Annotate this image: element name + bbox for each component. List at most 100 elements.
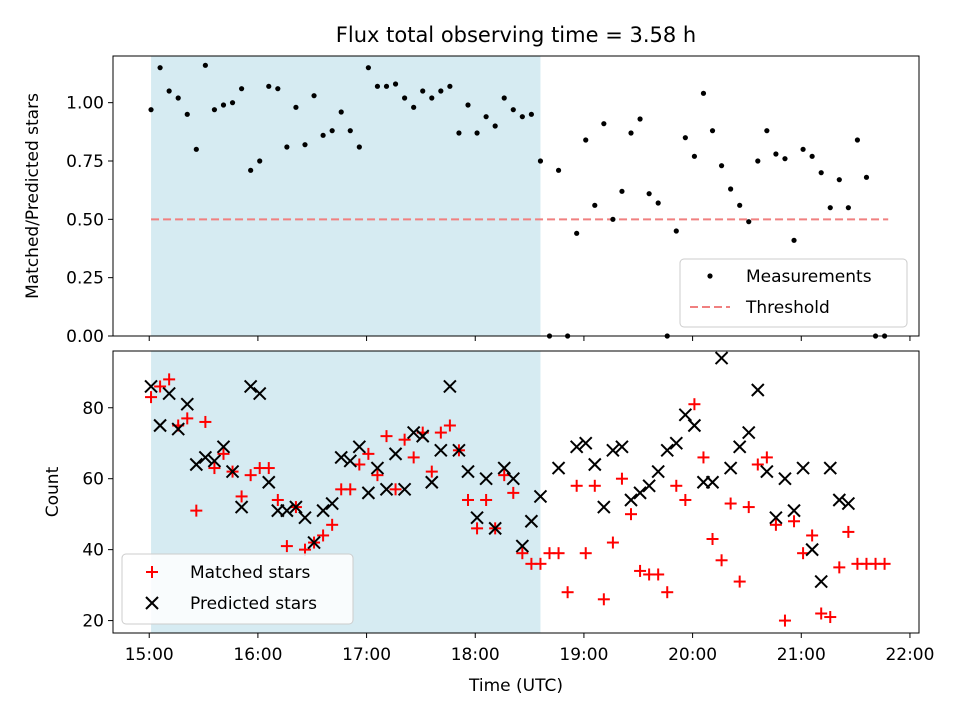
xtick-label-0: 15:00 bbox=[125, 645, 174, 665]
matched-point bbox=[806, 529, 819, 542]
predicted-point bbox=[669, 436, 684, 450]
predicted-point bbox=[624, 493, 638, 507]
predicted-point bbox=[823, 461, 837, 475]
matched-point bbox=[778, 614, 791, 627]
matched-point bbox=[715, 554, 728, 567]
matched-point bbox=[797, 547, 810, 560]
matched-point bbox=[443, 419, 456, 432]
measurement-point bbox=[755, 158, 761, 164]
matched-point bbox=[280, 540, 293, 553]
measurement-points bbox=[148, 62, 888, 339]
matched-point bbox=[679, 493, 692, 506]
xtick-label-6: 21:00 bbox=[777, 645, 826, 665]
top-ytick-label-4: 1.00 bbox=[66, 94, 104, 114]
matched-point bbox=[769, 518, 782, 531]
measurement-point bbox=[411, 104, 417, 110]
predicted-point bbox=[243, 379, 258, 394]
measurement-point bbox=[655, 200, 661, 206]
measurement-point bbox=[537, 158, 544, 164]
matched-point bbox=[199, 415, 212, 428]
predicted-point bbox=[805, 542, 819, 557]
matched-point bbox=[145, 391, 158, 404]
measurement-point bbox=[519, 114, 525, 120]
bot-ytick-label-2: 60 bbox=[82, 470, 104, 490]
matched-point bbox=[670, 479, 683, 492]
matched-point bbox=[244, 469, 257, 482]
bottom-x-ticks: 15:00 16:00 17:00 18:00 19:00 20:00 21:00 22:00 bbox=[125, 633, 934, 665]
predicted-point bbox=[660, 443, 674, 458]
predicted-point bbox=[370, 461, 385, 475]
measurement-point bbox=[809, 153, 815, 159]
predicted-point bbox=[678, 408, 693, 422]
predicted-point bbox=[325, 496, 339, 511]
matched-point bbox=[317, 529, 330, 542]
measurement-point bbox=[728, 186, 734, 192]
measurement-point bbox=[691, 153, 698, 159]
measurement-point bbox=[818, 170, 824, 176]
measurement-point bbox=[646, 191, 652, 197]
measurement-point bbox=[592, 202, 598, 208]
measurement-point bbox=[320, 132, 326, 138]
predicted-point bbox=[651, 464, 665, 479]
predicted-point bbox=[569, 440, 584, 454]
measurement-point bbox=[383, 83, 390, 89]
predicted-point bbox=[262, 475, 276, 489]
matched-point bbox=[552, 547, 565, 560]
predicted-point bbox=[153, 418, 167, 433]
predicted-point bbox=[434, 443, 448, 458]
measurement-point bbox=[845, 205, 851, 211]
matched-point bbox=[742, 501, 755, 514]
predicted-point bbox=[470, 511, 484, 525]
matched-point bbox=[878, 557, 891, 570]
predicted-point bbox=[406, 425, 421, 440]
xtick-label-4: 19:00 bbox=[559, 645, 608, 665]
matched-point bbox=[362, 447, 375, 460]
measurement-point bbox=[402, 95, 408, 101]
predicted-point bbox=[207, 454, 222, 468]
measurement-point bbox=[374, 83, 381, 89]
predicted-point bbox=[425, 475, 439, 489]
measurement-point bbox=[456, 130, 462, 136]
predicted-point bbox=[479, 471, 493, 486]
matched-point bbox=[425, 465, 438, 478]
bottom-ylabel: Count bbox=[43, 466, 63, 517]
predicted-point bbox=[379, 482, 394, 497]
measurement-point bbox=[447, 83, 453, 89]
predicted-point bbox=[452, 443, 466, 458]
measurement-point bbox=[619, 188, 625, 194]
measurement-point bbox=[682, 135, 688, 141]
matched-point bbox=[380, 430, 393, 443]
bottom-axes-frame bbox=[112, 350, 920, 634]
measurement-point bbox=[528, 111, 534, 117]
top-legend-box bbox=[679, 258, 908, 328]
predicted-point bbox=[171, 422, 185, 436]
measurement-point bbox=[420, 88, 426, 94]
measurement-point bbox=[709, 128, 716, 134]
matched-point bbox=[579, 547, 592, 560]
xtick-label-7: 22:00 bbox=[885, 645, 934, 665]
predicted-point bbox=[588, 457, 602, 472]
matched-point bbox=[208, 462, 221, 475]
predicted-point bbox=[388, 447, 403, 461]
predicted-point bbox=[225, 464, 240, 479]
bot-ytick-label-1: 40 bbox=[82, 541, 104, 561]
measurement-point bbox=[574, 230, 580, 236]
measurement-point bbox=[193, 146, 199, 152]
matched-point bbox=[661, 586, 674, 599]
measurement-point bbox=[637, 116, 643, 122]
measurement-point bbox=[356, 144, 362, 150]
bottom-legend: Matched stars Predicted stars bbox=[121, 553, 354, 625]
matched-point bbox=[724, 497, 737, 510]
measurement-point bbox=[266, 83, 272, 89]
matched-point bbox=[751, 458, 764, 471]
measurement-point bbox=[510, 107, 516, 113]
measurement-point bbox=[257, 158, 263, 164]
predicted-point bbox=[443, 379, 457, 394]
predicted-point bbox=[714, 351, 729, 365]
predicted-point bbox=[506, 471, 520, 486]
matched-point bbox=[271, 493, 284, 506]
predicted-point bbox=[841, 496, 856, 511]
measurement-point bbox=[338, 109, 344, 115]
matched-point bbox=[389, 483, 402, 496]
predicted-point bbox=[397, 482, 412, 497]
